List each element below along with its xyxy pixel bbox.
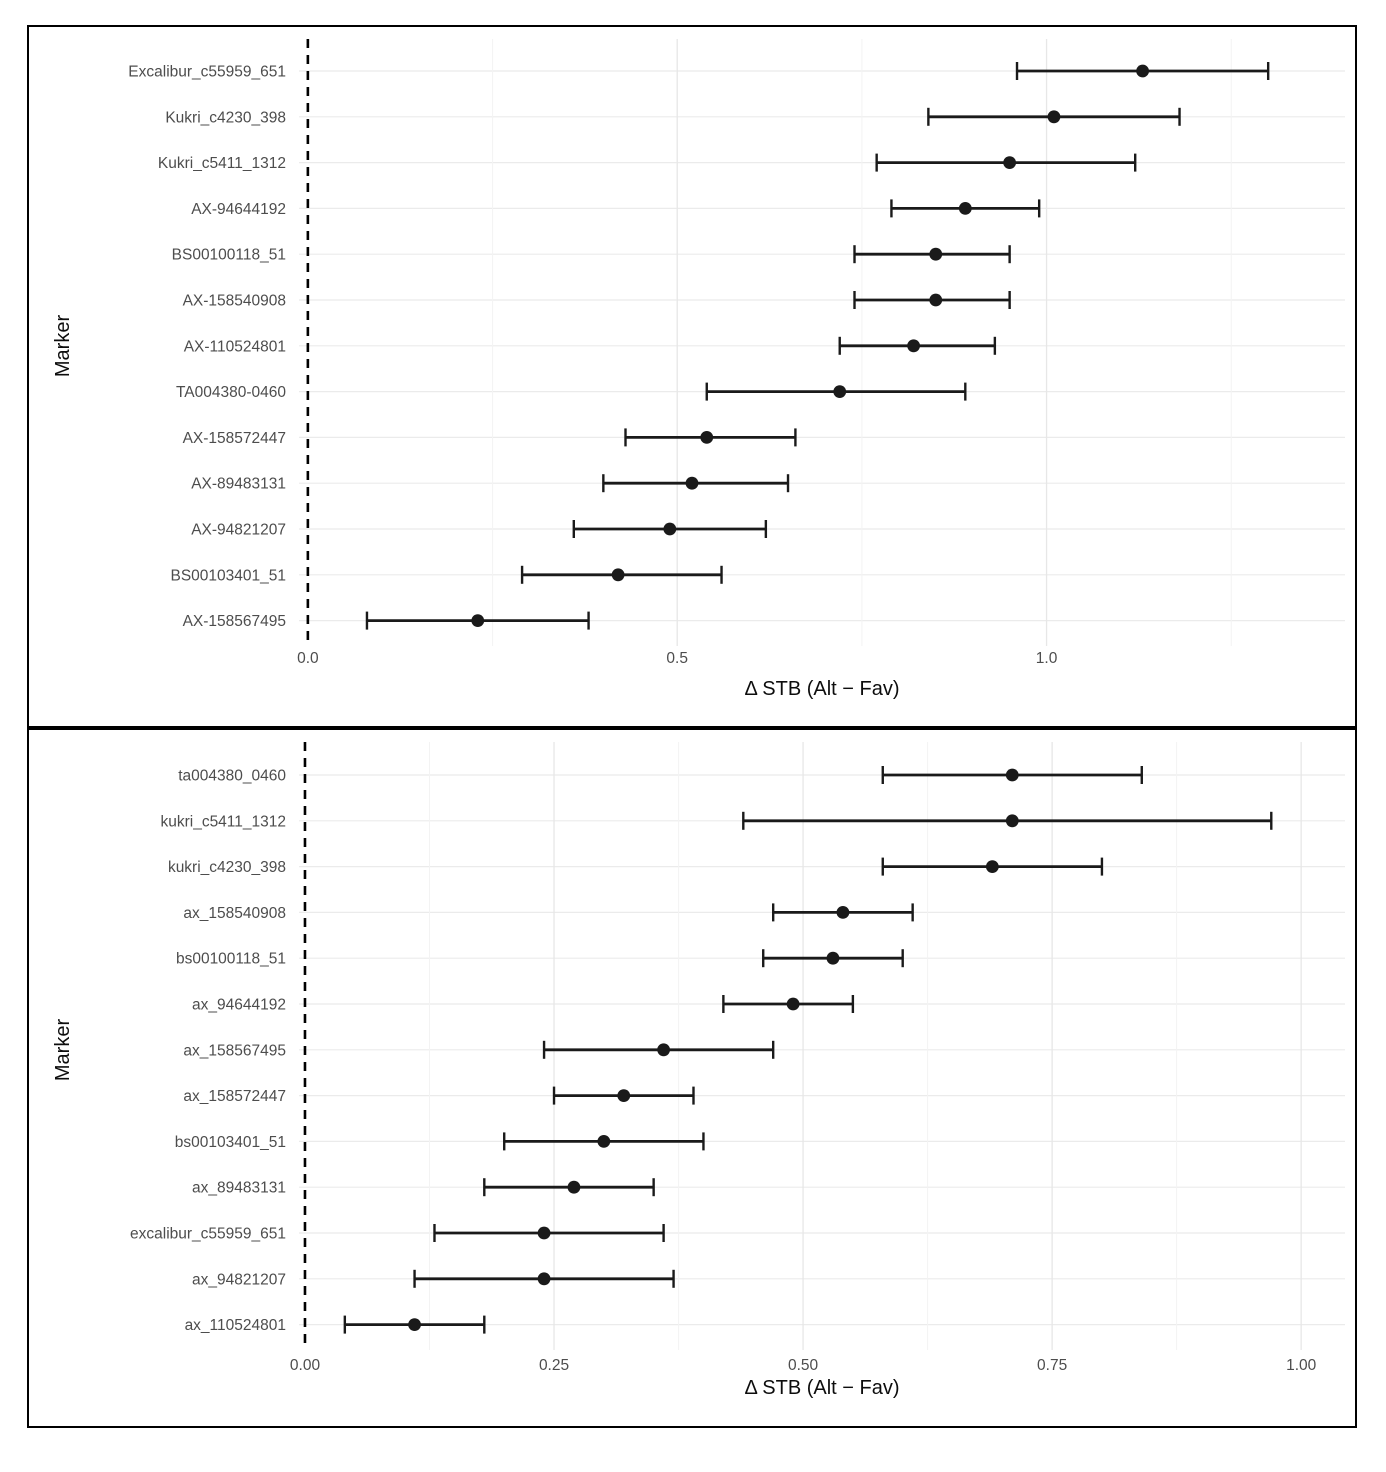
- estimate-point: [567, 1180, 581, 1194]
- estimate-point: [907, 339, 920, 353]
- estimate-point: [929, 247, 943, 261]
- forest-plot-panel-bottom: ta004380_0460 kukri_c5411_1312 kukri_c4230…: [27, 728, 1357, 1428]
- y-tick-label: ax_158572447: [183, 1088, 286, 1105]
- x-tick-label: 0.25: [539, 1357, 569, 1374]
- estimate-point: [833, 385, 847, 398]
- estimate-point: [929, 293, 943, 307]
- y-tick-label: excalibur_c55959_651: [130, 1226, 286, 1243]
- y-tick-label: ax_110524801: [185, 1317, 286, 1334]
- estimate-point: [408, 1318, 421, 1331]
- y-tick-label: Kukri_c5411_1312: [158, 155, 286, 172]
- estimate-point: [1136, 64, 1149, 78]
- y-axis-title: Marker: [52, 315, 74, 378]
- plot-area-top: Excalibur_c55959_651 Kukri_c4230_398 Kukri…: [128, 39, 1345, 667]
- estimate-point: [786, 997, 800, 1011]
- y-tick-label: ax_94644192: [192, 997, 286, 1014]
- y-tick-label: BS00100118_51: [172, 247, 286, 264]
- y-tick-label: Excalibur_c55959_651: [128, 64, 286, 81]
- y-tick-label: bs00100118_51: [176, 951, 286, 968]
- x-axis-title: Δ STB (Alt − Fav): [744, 678, 899, 700]
- x-tick-label: 0.75: [1037, 1357, 1067, 1374]
- y-tick-label: BS00103401_51: [170, 567, 286, 584]
- y-axis-title: Marker: [52, 1019, 74, 1082]
- y-tick-label: kukri_c4230_398: [168, 859, 286, 876]
- x-tick-label: 1.0: [1036, 650, 1058, 667]
- estimate-point: [1005, 768, 1019, 782]
- estimate-point: [657, 1043, 671, 1057]
- y-tick-label: TA004380-0460: [176, 384, 286, 401]
- y-tick-label: AX-158540908: [183, 293, 286, 310]
- y-tick-label: AX-94821207: [191, 522, 286, 539]
- estimate-point: [537, 1226, 551, 1240]
- estimate-point: [471, 614, 485, 627]
- y-tick-label: AX-158572447: [183, 430, 286, 447]
- y-tick-label: ta004380_0460: [178, 768, 286, 785]
- y-tick-label: ax_89483131: [192, 1180, 286, 1197]
- y-tick-label: kukri_c5411_1312: [160, 813, 286, 830]
- estimate-point: [1003, 156, 1017, 170]
- estimate-point: [685, 476, 699, 490]
- estimate-point: [597, 1135, 611, 1148]
- estimate-point: [836, 906, 850, 919]
- plot-area-bottom: ta004380_0460 kukri_c5411_1312 kukri_c4230…: [130, 742, 1345, 1374]
- estimate-point: [826, 951, 840, 965]
- estimate-point: [611, 568, 625, 582]
- estimate-point: [617, 1089, 631, 1102]
- x-axis-title: Δ STB (Alt − Fav): [744, 1377, 899, 1399]
- x-tick-label: 0.50: [788, 1357, 819, 1374]
- y-tick-label: AX-158567495: [183, 613, 286, 630]
- estimate-point: [700, 431, 714, 444]
- y-tick-label: ax_158567495: [183, 1042, 286, 1059]
- estimate-point: [1005, 814, 1019, 828]
- y-tick-label: AX-110524801: [184, 338, 286, 355]
- estimate-point: [663, 522, 677, 536]
- forest-plot-bottom: ta004380_0460 kukri_c5411_1312 kukri_c4230…: [29, 730, 1353, 1426]
- y-tick-label: AX-94644192: [191, 201, 286, 218]
- x-tick-label: 1.00: [1286, 1357, 1317, 1374]
- forest-plot-top: Excalibur_c55959_651 Kukri_c4230_398 Kukri…: [29, 27, 1353, 726]
- y-tick-label: ax_94821207: [192, 1271, 286, 1288]
- estimate-point: [985, 860, 999, 873]
- estimate-point: [958, 202, 972, 215]
- estimate-point: [1047, 110, 1061, 124]
- x-tick-label: 0.00: [290, 1357, 321, 1374]
- y-tick-label: bs00103401_51: [175, 1134, 286, 1151]
- forest-plot-panel-top: Excalibur_c55959_651 Kukri_c4230_398 Kukri…: [27, 25, 1357, 728]
- y-tick-label: AX-89483131: [191, 476, 286, 493]
- y-tick-label: ax_158540908: [183, 905, 286, 922]
- x-tick-label: 0.5: [666, 650, 688, 667]
- y-tick-label: Kukri_c4230_398: [165, 109, 286, 126]
- x-tick-label: 0.0: [297, 650, 319, 667]
- estimate-point: [537, 1272, 551, 1286]
